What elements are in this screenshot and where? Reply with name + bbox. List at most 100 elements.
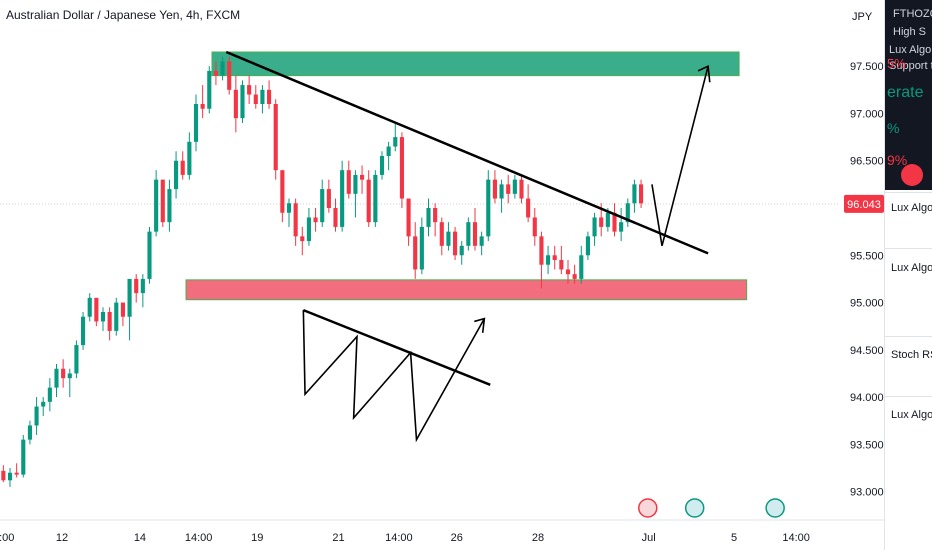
candle-body — [426, 208, 431, 227]
candle-body — [512, 179, 517, 194]
candle-body — [619, 222, 624, 232]
current-price-tag — [844, 194, 884, 213]
y-tick-label: 95.500 — [850, 250, 884, 262]
candle-body — [433, 208, 438, 223]
price-axis: 97.500 97.000 96.500 96.043 95.500 95.000 94.5… — [844, 11, 884, 499]
zones-layer — [185, 51, 748, 301]
candle-body — [193, 104, 199, 142]
event-badge-icon — [765, 498, 785, 518]
currency-label: JPY — [852, 11, 873, 23]
candle-body — [532, 217, 537, 237]
candle-body — [107, 312, 112, 331]
descending-trendline — [225, 50, 709, 255]
drawings-layer — [225, 50, 785, 518]
candle-body — [399, 137, 404, 199]
candle-body — [260, 89, 265, 104]
candle-body — [459, 245, 464, 256]
candle-body — [439, 222, 444, 246]
candle-body — [346, 170, 351, 194]
candle-body — [506, 184, 511, 194]
candle-body — [479, 236, 484, 246]
time-axis: :00 12 14 14:00 19 21 14:00 26 28 Jul 5 14:00 — [0, 519, 884, 544]
candle-body — [147, 231, 152, 279]
candle-body — [340, 170, 345, 227]
projection-arrow — [651, 65, 709, 247]
overlay-stat: 9% — [887, 152, 908, 168]
candle-body — [612, 212, 617, 232]
candle-body — [546, 255, 551, 265]
candle-body — [187, 141, 192, 175]
candle-body — [247, 85, 252, 95]
indicator-label[interactable]: Lux Algo C — [891, 262, 932, 274]
overlay-line: FTHOZCT, — [893, 8, 932, 20]
candle-body — [41, 401, 46, 407]
event-badge-icon — [684, 498, 705, 518]
candle-body — [54, 368, 59, 388]
x-tick-label: 21 — [332, 532, 344, 544]
overlay-line: Lux Algo P — [889, 44, 932, 56]
candle-body — [393, 137, 398, 147]
indicator-panel: FTHOZCT, High S Lux Algo P Support th 5%… — [884, 0, 932, 550]
candle-body — [519, 179, 524, 199]
y-tick-label: 96.500 — [850, 156, 884, 168]
alert-badge-icon[interactable] — [901, 164, 923, 186]
candle-body — [639, 184, 644, 204]
candle-body — [419, 226, 424, 270]
candle-body — [140, 278, 145, 294]
candle-body — [526, 198, 531, 218]
x-tick-label: :00 — [0, 532, 14, 544]
candle-body — [599, 217, 604, 227]
indicator-label[interactable]: Stoch RSI — [891, 349, 932, 361]
candle-body — [160, 179, 165, 223]
candle-body — [127, 278, 132, 317]
indicator-label[interactable]: Lux Algo C — [891, 409, 932, 421]
y-tick-label: 96.043 — [847, 199, 881, 211]
candle-body — [34, 406, 39, 426]
price-chart[interactable]: 97.500 97.000 96.500 96.043 95.500 95.000 94.5… — [0, 0, 884, 550]
candle-body — [227, 61, 232, 90]
indicator-label[interactable]: Lux Algo C — [891, 202, 932, 214]
divider — [885, 336, 932, 337]
candle-body — [632, 184, 637, 204]
candle-body — [373, 174, 378, 223]
x-tick-label: 19 — [251, 532, 263, 544]
y-tick-label: 95.000 — [850, 298, 884, 310]
candle-body — [61, 368, 66, 379]
y-tick-label: 97.000 — [850, 108, 884, 120]
x-tick-label: 14:00 — [782, 532, 810, 544]
candle-body — [154, 179, 159, 232]
candle-body — [233, 89, 238, 119]
candle-body — [1, 470, 6, 481]
candle-body — [280, 170, 285, 213]
resistance-zone — [211, 51, 740, 77]
candle-body — [286, 203, 292, 213]
overlay-line: Support th — [889, 60, 932, 72]
candle-body — [366, 179, 371, 223]
candle-body — [134, 278, 139, 294]
candle-body — [220, 61, 225, 76]
candle-body — [67, 373, 72, 379]
candle-body — [21, 439, 26, 475]
candle-body — [592, 217, 597, 237]
divider — [885, 248, 932, 249]
candle-body — [326, 189, 331, 208]
chart-title: Australian Dollar / Japanese Yen, 4h, FX… — [6, 8, 241, 22]
candle-body — [306, 217, 311, 242]
candle-body — [605, 212, 610, 227]
candle-body — [180, 160, 185, 175]
candle-body — [200, 104, 205, 109]
candle-body — [213, 70, 218, 76]
x-tick-label: Jul — [642, 532, 656, 544]
candle-body — [565, 269, 571, 275]
candles-layer — [1, 56, 644, 487]
x-tick-label: 14:00 — [385, 532, 413, 544]
candle-body — [47, 387, 52, 402]
candle-body — [499, 184, 504, 199]
candle-body — [446, 231, 451, 246]
divider — [885, 396, 932, 397]
candle-body — [27, 425, 32, 440]
candle-body — [579, 255, 584, 279]
candle-body — [100, 312, 106, 322]
candle-body — [293, 203, 298, 237]
candle-body — [492, 179, 497, 199]
